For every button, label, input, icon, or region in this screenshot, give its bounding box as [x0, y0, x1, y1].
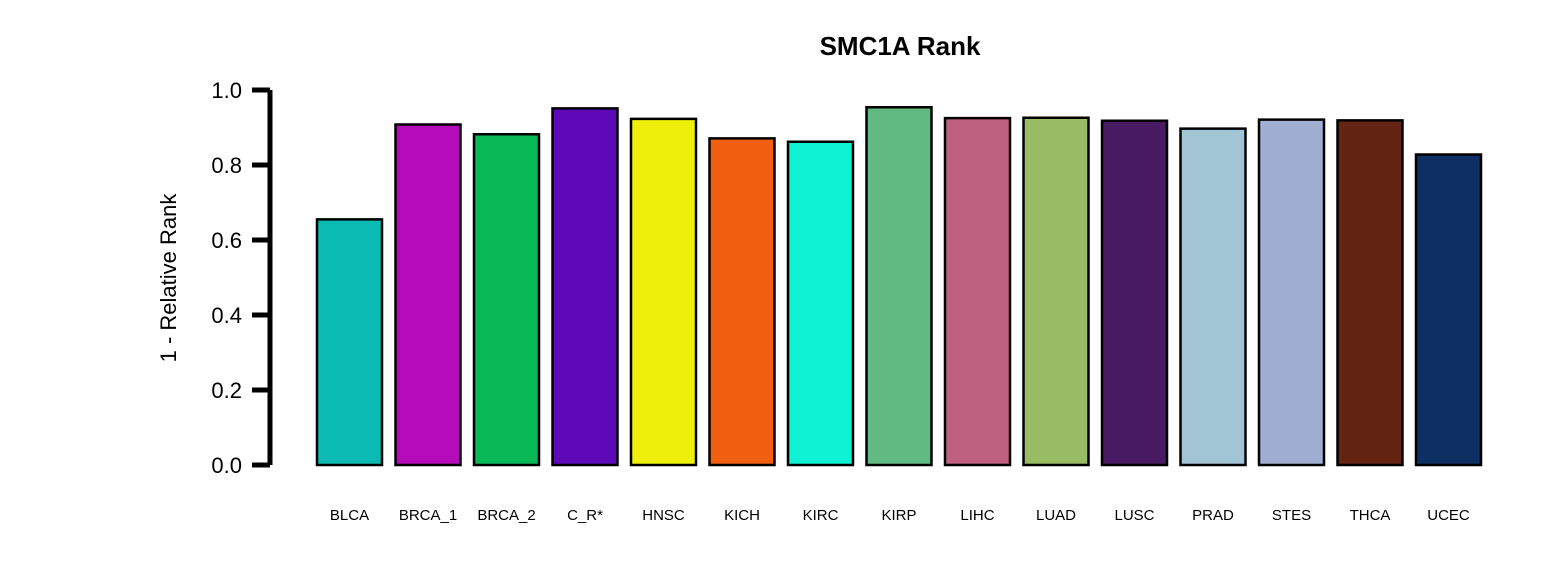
x-tick-label: LIHC [960, 507, 994, 524]
y-tick-label: 0.6 [211, 228, 242, 253]
x-axis-labels: BLCA BRCA_1 BRCA_2 C_R* HNSC KICH KIRC KIRP LIHC… [330, 507, 1470, 524]
y-tick-label: 0.2 [211, 378, 242, 403]
x-tick-label: PRAD [1192, 507, 1234, 524]
bar-brca-2 [472, 133, 541, 467]
x-tick-label: BLCA [330, 507, 369, 524]
bar-ucec [1414, 153, 1483, 467]
x-tick-label: UCEC [1427, 507, 1470, 524]
bar-kirc [786, 140, 855, 467]
y-tick-label: 0.8 [211, 153, 242, 178]
y-axis: 0.0 0.2 0.4 0.6 0.8 1.0 [211, 78, 273, 478]
bar-kich [708, 137, 776, 467]
bar-c-r [551, 107, 619, 467]
y-tick-label: 0.4 [211, 303, 242, 328]
y-axis-label: 1 - Relative Rank [156, 193, 181, 363]
x-tick-label: BRCA_2 [477, 507, 535, 524]
bar-thca [1336, 119, 1404, 467]
x-tick-label: KIRC [803, 507, 839, 524]
x-tick-label: STES [1272, 507, 1311, 524]
bar-brca-1 [394, 123, 462, 467]
bar-stes [1257, 118, 1326, 467]
bar-blca [315, 218, 384, 467]
bar-lihc [943, 116, 1012, 467]
y-tick-label: 0.0 [211, 453, 242, 478]
x-tick-label: KIRP [881, 507, 916, 524]
x-tick-label: KICH [724, 507, 760, 524]
x-tick-label: LUSC [1114, 507, 1154, 524]
chart-title: SMC1A Rank [820, 31, 981, 61]
bar-lusc [1100, 119, 1169, 467]
x-tick-label: BRCA_1 [399, 507, 457, 524]
bar-kirp [865, 106, 933, 467]
bar-luad [1022, 116, 1090, 467]
x-tick-label: LUAD [1036, 507, 1076, 524]
bar-prad [1179, 127, 1247, 467]
y-tick-label: 1.0 [211, 78, 242, 103]
x-tick-label: HNSC [642, 507, 685, 524]
x-tick-label: THCA [1350, 507, 1391, 524]
x-tick-label: C_R* [567, 507, 603, 524]
bars-group [315, 106, 1483, 467]
bar-hnsc [629, 117, 698, 467]
